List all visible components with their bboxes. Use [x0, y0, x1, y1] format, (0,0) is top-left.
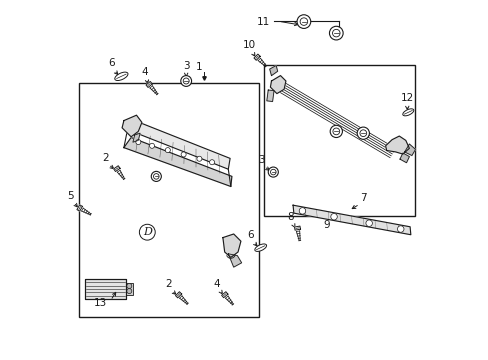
Polygon shape	[175, 292, 181, 298]
Polygon shape	[223, 234, 241, 257]
Polygon shape	[133, 133, 140, 142]
Polygon shape	[269, 66, 277, 76]
Polygon shape	[127, 121, 230, 169]
Polygon shape	[253, 54, 260, 60]
Circle shape	[181, 76, 191, 86]
Ellipse shape	[402, 109, 413, 116]
Text: D: D	[142, 227, 151, 237]
Polygon shape	[228, 254, 241, 267]
Text: 1: 1	[195, 62, 202, 72]
Bar	[85, 279, 125, 299]
Circle shape	[181, 152, 186, 157]
Text: 10: 10	[243, 40, 256, 50]
Text: 4: 4	[213, 279, 220, 289]
Polygon shape	[270, 76, 285, 94]
Circle shape	[299, 208, 305, 214]
Text: 4: 4	[141, 67, 147, 77]
Text: 3: 3	[258, 154, 264, 165]
Bar	[85, 279, 125, 299]
Circle shape	[397, 226, 403, 232]
Circle shape	[329, 125, 342, 138]
Polygon shape	[122, 115, 142, 137]
Circle shape	[126, 289, 132, 294]
Circle shape	[365, 220, 372, 226]
Circle shape	[329, 26, 343, 40]
Ellipse shape	[254, 244, 266, 251]
Text: 2: 2	[165, 279, 172, 289]
Polygon shape	[113, 166, 120, 171]
Circle shape	[209, 160, 214, 165]
Text: 3: 3	[183, 61, 189, 71]
Text: 5: 5	[67, 190, 74, 201]
Polygon shape	[294, 226, 300, 230]
Ellipse shape	[115, 72, 128, 81]
Polygon shape	[404, 144, 415, 156]
Polygon shape	[123, 138, 231, 186]
Circle shape	[136, 140, 141, 145]
Polygon shape	[292, 205, 410, 235]
Circle shape	[330, 213, 337, 220]
Polygon shape	[399, 153, 408, 163]
Circle shape	[296, 15, 310, 28]
Polygon shape	[266, 90, 273, 102]
Text: 12: 12	[400, 93, 413, 103]
Bar	[125, 283, 133, 294]
Text: 9: 9	[323, 220, 329, 230]
Polygon shape	[385, 136, 408, 154]
Circle shape	[151, 171, 161, 181]
Text: 6: 6	[247, 230, 253, 240]
Circle shape	[268, 167, 278, 177]
Text: 6: 6	[108, 58, 114, 68]
Text: 8: 8	[286, 212, 293, 222]
Bar	[79, 83, 258, 317]
Circle shape	[356, 127, 368, 139]
Bar	[264, 65, 415, 216]
Circle shape	[149, 143, 154, 148]
Circle shape	[197, 156, 202, 161]
Text: 2: 2	[102, 153, 109, 163]
Text: 11: 11	[257, 17, 270, 27]
Polygon shape	[146, 81, 152, 87]
Text: 13: 13	[94, 298, 107, 308]
Polygon shape	[221, 292, 227, 298]
Text: 7: 7	[360, 193, 366, 203]
Circle shape	[165, 148, 170, 153]
Circle shape	[126, 284, 132, 289]
Polygon shape	[77, 205, 82, 211]
